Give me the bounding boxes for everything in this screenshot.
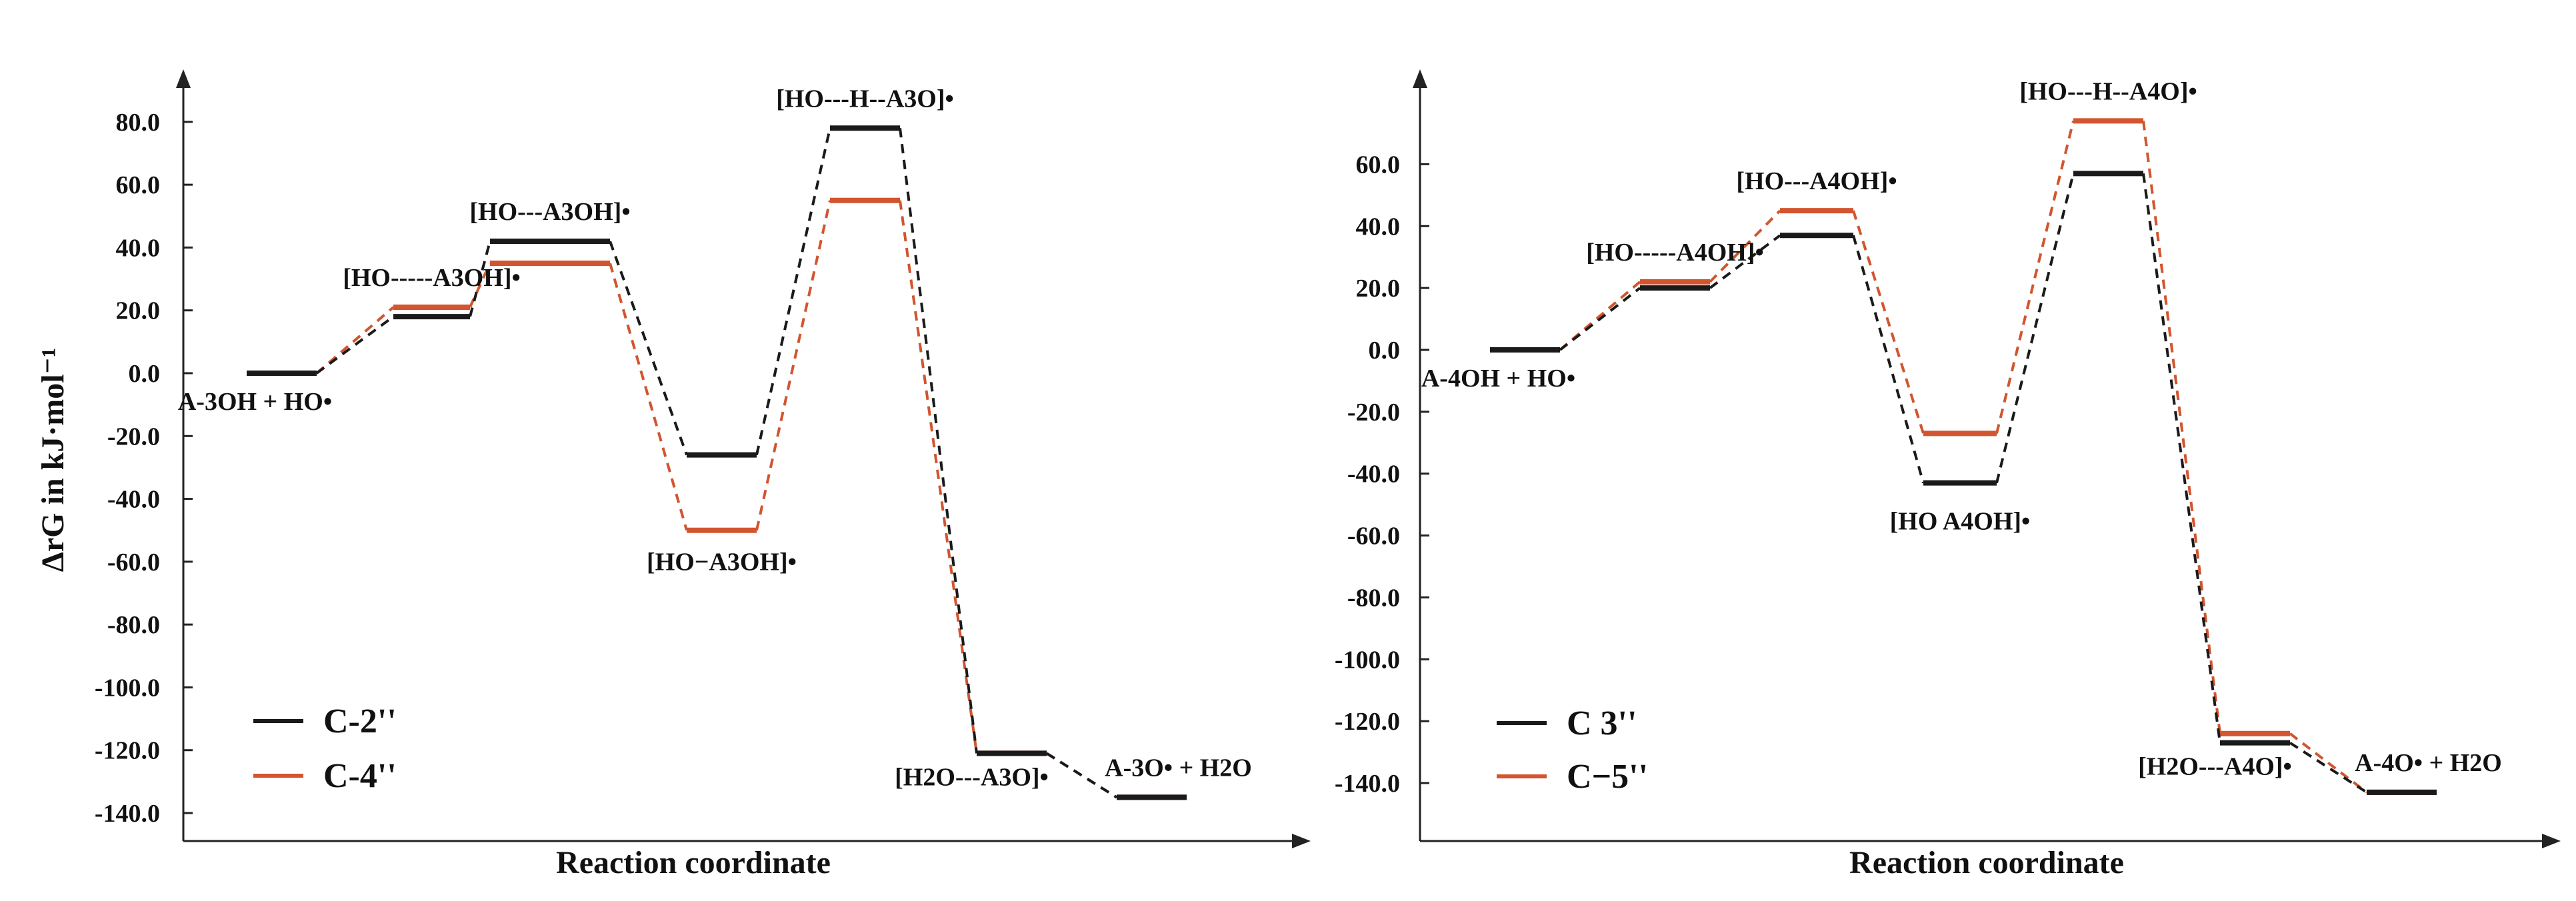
state-label: A-3OH + HO• (178, 388, 332, 416)
connector-line (2142, 121, 2221, 734)
chart-panel-1: 80.0 60.0 40.0 20.0 0.0 -20.0 -40.0 -60.0 -80.0 -… (35, 69, 1311, 880)
y-axis-title: ΔrG in kJ·mol⁻¹ (35, 348, 71, 572)
connector-line (315, 315, 395, 375)
state-label: [HO-----A3OH]• (343, 264, 521, 292)
y-tick-label: -40.0 (107, 486, 160, 514)
y-tick-label: -60.0 (107, 548, 160, 576)
connector-line (1995, 173, 2075, 484)
y-tick-label: -20.0 (1347, 399, 1400, 427)
connector-line (609, 263, 688, 531)
connector-line (1709, 209, 1781, 283)
y-tick-label: 0.0 (1369, 337, 1401, 365)
state-label: [HO-----A4OH]• (1586, 239, 1764, 267)
x-axis-arrow (1292, 834, 1311, 848)
legend-label: C 3'' (1567, 704, 1637, 742)
y-tick-label: 20.0 (116, 297, 161, 325)
y-tick-label: -100.0 (95, 674, 160, 702)
legend-label: C-2'' (323, 702, 397, 740)
connector-line (755, 200, 831, 531)
connector-line (1852, 210, 1925, 434)
connector-line (1995, 120, 2075, 434)
connector-line (899, 128, 978, 754)
legend-label: C-4'' (323, 757, 397, 795)
x-axis-title: Reaction coordinate (1849, 845, 2124, 880)
y-tick-label: -100.0 (1335, 646, 1400, 674)
state-label: A-4OH + HO• (1421, 365, 1575, 393)
connector-line (469, 241, 491, 317)
y-tick-label: -140.0 (95, 800, 160, 828)
state-label: [H2O---A3O]• (895, 763, 1049, 791)
y-axis-arrow (176, 69, 191, 88)
y-tick-label: 40.0 (116, 234, 161, 262)
connector-line (315, 306, 395, 375)
connector-line (1559, 287, 1641, 351)
connector-line (609, 241, 688, 456)
y-tick-label: 60.0 (1356, 151, 1401, 179)
connector-line (1045, 752, 1118, 799)
state-label: [HO A4OH]• (1890, 508, 2031, 536)
y-axis-arrow (1413, 69, 1427, 88)
y-tick-label: -120.0 (95, 737, 160, 765)
y-tick-label: -60.0 (1347, 522, 1400, 550)
connector-line (1709, 234, 1781, 289)
x-axis-title: Reaction coordinate (556, 845, 831, 880)
chart-panel-2: 60.0 40.0 20.0 0.0 -20.0 -40.0 -60.0 -80.0 -100.… (1335, 69, 2561, 880)
state-label: [HO---A3OH]• (469, 198, 630, 226)
y-tick-label: -20.0 (107, 423, 160, 450)
state-label: [HO---H--A3O]• (776, 85, 954, 113)
y-tick-label: 20.0 (1356, 275, 1401, 303)
state-label: A-3O• + H2O (1105, 754, 1252, 782)
y-tick-label: -140.0 (1335, 770, 1400, 798)
y-tick-label: 60.0 (116, 171, 161, 199)
state-label: A-4O• + H2O (2355, 749, 2502, 777)
connector-line (2289, 732, 2368, 794)
y-tick-label: -80.0 (107, 611, 160, 639)
y-tick-label: -40.0 (1347, 460, 1400, 488)
connector-line (2142, 173, 2221, 743)
connector-line (755, 127, 831, 456)
connector-line (899, 200, 978, 754)
state-label: [HO---H--A4O]• (2019, 77, 2197, 105)
y-tick-label: -80.0 (1347, 584, 1400, 612)
connector-line (1559, 281, 1641, 351)
series-1 (247, 125, 1187, 800)
series-1 (1490, 171, 2437, 795)
connector-line (1852, 235, 1925, 484)
state-label: [HO−A3OH]• (647, 548, 797, 576)
y-tick-label: 80.0 (116, 109, 161, 137)
state-label: [HO---A4OH]• (1736, 167, 1897, 195)
y-tick-label: -120.0 (1335, 708, 1400, 736)
y-tick-label: 0.0 (129, 360, 161, 388)
legend-label: C−5'' (1567, 758, 1648, 796)
state-label: [H2O---A4O]• (2138, 753, 2292, 781)
x-axis-arrow (2542, 834, 2561, 848)
y-tick-label: 40.0 (1356, 213, 1401, 241)
series-2 (1490, 118, 2437, 795)
